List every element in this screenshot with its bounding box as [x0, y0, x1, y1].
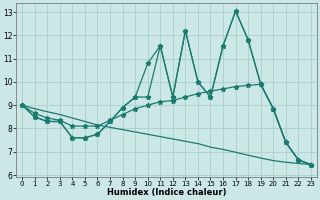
X-axis label: Humidex (Indice chaleur): Humidex (Indice chaleur) [107, 188, 226, 197]
